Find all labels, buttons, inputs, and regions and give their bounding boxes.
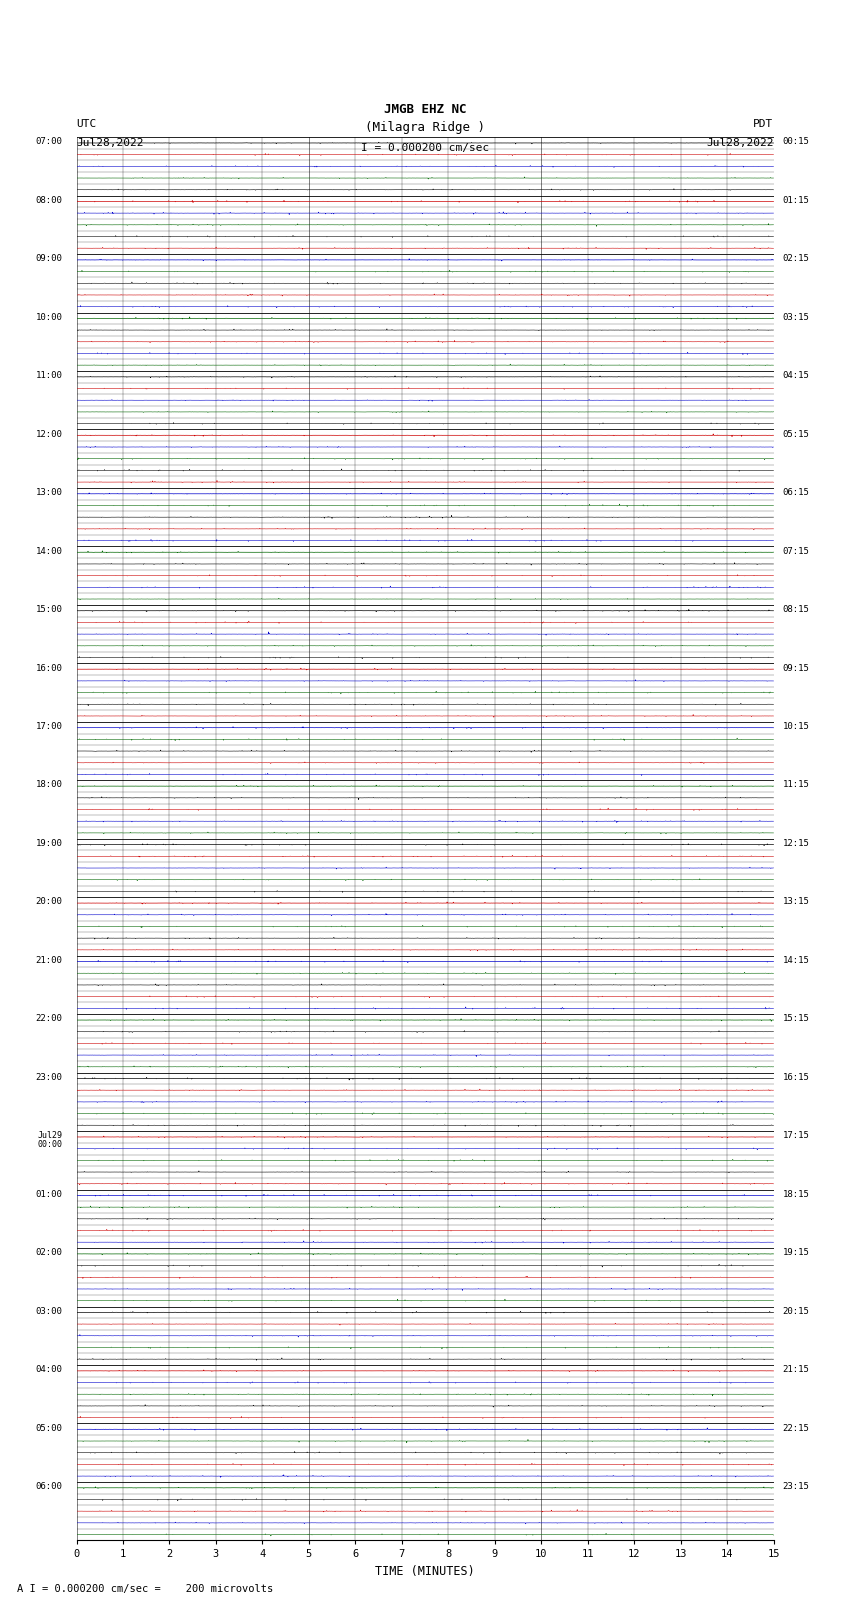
- Text: 15:15: 15:15: [783, 1015, 810, 1023]
- Text: 06:00: 06:00: [36, 1482, 63, 1490]
- Text: 21:15: 21:15: [783, 1365, 810, 1374]
- Text: 19:15: 19:15: [783, 1248, 810, 1257]
- Text: 16:15: 16:15: [783, 1073, 810, 1082]
- Text: 13:00: 13:00: [36, 489, 63, 497]
- Text: PDT: PDT: [753, 119, 774, 129]
- Text: 09:15: 09:15: [783, 663, 810, 673]
- Text: Jul28,2022: Jul28,2022: [706, 139, 774, 148]
- Text: 12:00: 12:00: [36, 429, 63, 439]
- Text: 11:00: 11:00: [36, 371, 63, 381]
- Text: 17:15: 17:15: [783, 1131, 810, 1140]
- Text: 04:00: 04:00: [36, 1365, 63, 1374]
- Text: (Milagra Ridge ): (Milagra Ridge ): [365, 121, 485, 134]
- Text: 05:15: 05:15: [783, 429, 810, 439]
- Text: Jul29
00:00: Jul29 00:00: [37, 1131, 63, 1148]
- Text: 08:15: 08:15: [783, 605, 810, 615]
- Text: 22:00: 22:00: [36, 1015, 63, 1023]
- Text: 03:15: 03:15: [783, 313, 810, 321]
- Text: I = 0.000200 cm/sec: I = 0.000200 cm/sec: [361, 144, 489, 153]
- Text: 00:15: 00:15: [783, 137, 810, 147]
- Text: 02:00: 02:00: [36, 1248, 63, 1257]
- Text: 07:15: 07:15: [783, 547, 810, 555]
- Text: 07:00: 07:00: [36, 137, 63, 147]
- Text: 09:00: 09:00: [36, 255, 63, 263]
- Text: A I = 0.000200 cm/sec =    200 microvolts: A I = 0.000200 cm/sec = 200 microvolts: [17, 1584, 273, 1594]
- Text: 08:00: 08:00: [36, 195, 63, 205]
- Text: 12:15: 12:15: [783, 839, 810, 848]
- Text: 20:00: 20:00: [36, 897, 63, 907]
- X-axis label: TIME (MINUTES): TIME (MINUTES): [375, 1565, 475, 1578]
- Text: 17:00: 17:00: [36, 723, 63, 731]
- Text: 10:15: 10:15: [783, 723, 810, 731]
- Text: 10:00: 10:00: [36, 313, 63, 321]
- Text: 01:15: 01:15: [783, 195, 810, 205]
- Text: 02:15: 02:15: [783, 255, 810, 263]
- Text: 18:00: 18:00: [36, 781, 63, 789]
- Text: UTC: UTC: [76, 119, 97, 129]
- Text: JMGB EHZ NC: JMGB EHZ NC: [383, 103, 467, 116]
- Text: 18:15: 18:15: [783, 1190, 810, 1198]
- Text: 14:15: 14:15: [783, 957, 810, 965]
- Text: 23:00: 23:00: [36, 1073, 63, 1082]
- Text: 21:00: 21:00: [36, 957, 63, 965]
- Text: 23:15: 23:15: [783, 1482, 810, 1490]
- Text: 19:00: 19:00: [36, 839, 63, 848]
- Text: 20:15: 20:15: [783, 1307, 810, 1316]
- Text: 05:00: 05:00: [36, 1424, 63, 1432]
- Text: 01:00: 01:00: [36, 1190, 63, 1198]
- Text: 04:15: 04:15: [783, 371, 810, 381]
- Text: 16:00: 16:00: [36, 663, 63, 673]
- Text: 14:00: 14:00: [36, 547, 63, 555]
- Text: 13:15: 13:15: [783, 897, 810, 907]
- Text: Jul28,2022: Jul28,2022: [76, 139, 144, 148]
- Text: 11:15: 11:15: [783, 781, 810, 789]
- Text: 06:15: 06:15: [783, 489, 810, 497]
- Text: 22:15: 22:15: [783, 1424, 810, 1432]
- Text: 03:00: 03:00: [36, 1307, 63, 1316]
- Text: 15:00: 15:00: [36, 605, 63, 615]
